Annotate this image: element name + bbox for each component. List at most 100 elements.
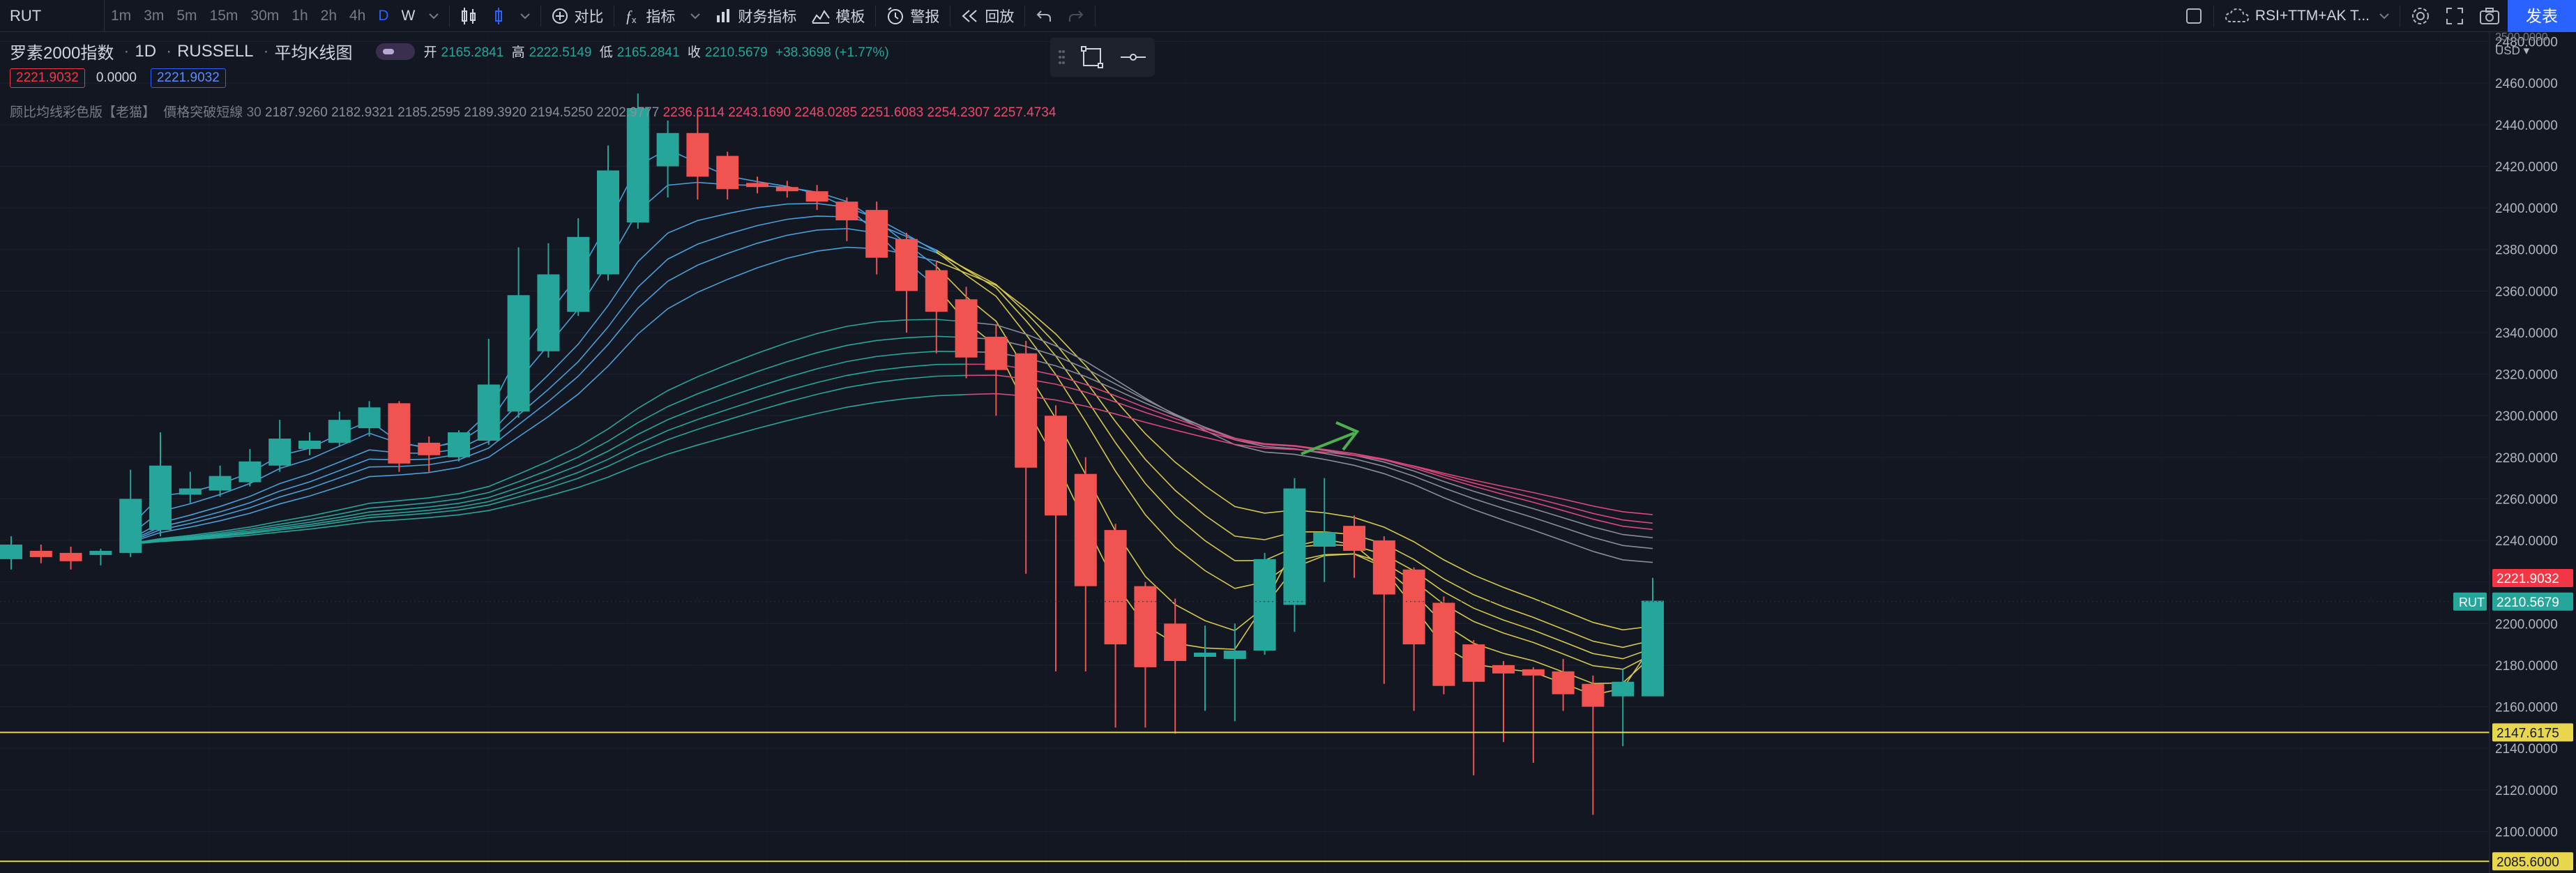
heikin-ashi-button[interactable] <box>485 0 513 32</box>
arrow-annotation[interactable] <box>1301 421 1360 455</box>
candle-body <box>238 461 262 483</box>
candle-body <box>268 438 291 466</box>
square-icon <box>2185 8 2202 24</box>
arrow-shaft <box>1301 432 1355 455</box>
y-tick-label: 2260.0000 <box>2495 492 2558 507</box>
symbol-exchange: RUSSELL <box>177 41 254 61</box>
candle-body <box>775 187 798 192</box>
interval-4h[interactable]: 4h <box>349 7 366 24</box>
drag-handle-icon[interactable] <box>1058 49 1065 66</box>
candle-body <box>865 210 888 258</box>
interval-5m[interactable]: 5m <box>176 7 197 24</box>
snapshot-button[interactable] <box>2471 0 2508 32</box>
interval-1m[interactable]: 1m <box>111 7 132 24</box>
price-label-bg <box>2492 852 2573 871</box>
y-tick-label: 2480.0000 <box>2495 36 2558 50</box>
candle-body <box>895 238 918 291</box>
symbol-tag: RUT <box>2459 595 2485 609</box>
indicator-gray-values: 2187.9260 2182.9321 2185.2595 2189.3920 … <box>265 105 660 120</box>
financials-button[interactable]: 财务指标 <box>708 0 804 32</box>
templates-icon <box>812 9 831 24</box>
undo-button[interactable] <box>1028 0 1060 32</box>
candle-body <box>1104 530 1127 645</box>
price-label: 2221.9032 <box>2497 572 2559 586</box>
candle-body <box>29 550 52 557</box>
long-ma-line <box>130 363 967 545</box>
horizontal-line-tool-icon[interactable] <box>1119 50 1147 64</box>
candle-body <box>597 170 619 275</box>
price-label: 2210.5679 <box>2497 595 2559 610</box>
candle-body <box>1462 644 1485 682</box>
y-tick-label: 2280.0000 <box>2495 451 2558 466</box>
interval-3m[interactable]: 3m <box>144 7 165 24</box>
candle-body <box>477 384 500 441</box>
interval-d[interactable]: D <box>378 7 389 24</box>
candle-body <box>985 336 1008 370</box>
candle-body <box>179 488 202 495</box>
value-boxes: 2221.9032 0.0000 2221.9032 <box>10 68 234 88</box>
layout-select[interactable]: RSI+TTM+AK T... <box>2217 0 2397 32</box>
candle-body <box>1253 559 1276 651</box>
visibility-toggle[interactable] <box>376 43 416 60</box>
ohlc-values: 开 2165.2841 高 2222.5149 低 2165.2841 收 2210.5… <box>423 45 889 60</box>
long-ma-line <box>130 335 967 545</box>
indicators-dropdown[interactable] <box>683 0 708 32</box>
value-zero: 0.0000 <box>96 70 137 85</box>
redo-icon <box>1069 10 1084 22</box>
svg-text:f: f <box>626 8 632 24</box>
compare-button[interactable]: 对比 <box>544 0 611 32</box>
currency-label[interactable]: USD ▾ <box>2495 44 2530 57</box>
symbol-search[interactable]: RUT <box>0 0 105 32</box>
short-ma-line <box>130 181 937 536</box>
candle-body <box>835 202 858 220</box>
interval-dropdown[interactable] <box>421 0 446 32</box>
fullscreen-button[interactable] <box>2438 0 2471 32</box>
candle-body <box>388 403 411 464</box>
indicator-legend[interactable]: 顾比均线彩色版【老猫】 價格突破短線 30 2187.9260 2182.932… <box>10 102 1056 121</box>
symbol-legend: 罗素2000指数 · 1D · RUSSELL · 平均K线图 开 2165.28… <box>10 39 893 63</box>
long-ma-line <box>130 350 967 545</box>
interval-w[interactable]: W <box>401 7 416 24</box>
floating-drawing-toolbar <box>1050 38 1155 77</box>
replay-button[interactable]: 回放 <box>953 0 1022 32</box>
candle-body <box>1283 488 1306 605</box>
price-axis[interactable]: 2100.0000 2120.0000 2140.0000 2160.0000 2180… <box>2489 31 2576 873</box>
price-label-bg <box>2492 568 2573 587</box>
alert-label: 警报 <box>910 8 940 25</box>
short-ma-line <box>130 246 937 543</box>
publish-button[interactable]: 发表 <box>2508 0 2576 32</box>
candle-body <box>1045 416 1067 516</box>
candle-body <box>1612 681 1635 697</box>
layout-toggle-button[interactable] <box>2177 0 2211 32</box>
candle-body <box>59 552 82 561</box>
price-label: 2085.6000 <box>2497 855 2559 870</box>
chart-type-dropdown[interactable] <box>513 0 538 32</box>
indicator-sub: 價格突破短線 30 <box>163 105 262 120</box>
templates-button[interactable]: 模板 <box>804 0 872 32</box>
candle-body <box>418 442 441 455</box>
alert-button[interactable]: 警报 <box>879 0 947 32</box>
candle-body <box>209 476 232 491</box>
rectangle-tool-icon[interactable] <box>1080 45 1104 69</box>
bar-style-button[interactable] <box>453 0 485 32</box>
long-ma-line <box>130 374 967 545</box>
interval-30m[interactable]: 30m <box>250 7 280 24</box>
interval-2h[interactable]: 2h <box>320 7 337 24</box>
chevron-down-icon <box>429 13 439 19</box>
interval-15m[interactable]: 15m <box>209 7 238 24</box>
price-label-bg <box>2492 592 2573 611</box>
candle-body <box>89 550 112 555</box>
settings-button[interactable] <box>2403 0 2438 32</box>
y-tick-label: 2460.0000 <box>2495 77 2558 91</box>
redo-button[interactable] <box>1060 0 1092 32</box>
rewind-icon <box>962 9 978 22</box>
candle-body <box>1492 665 1515 674</box>
y-tick-label: 2240.0000 <box>2495 534 2558 549</box>
toolbar-right: RSI+TTM+AK T... 发表 <box>2177 0 2576 32</box>
candle-body <box>626 108 649 222</box>
cloud-icon <box>2225 8 2249 22</box>
interval-1h[interactable]: 1h <box>291 7 308 24</box>
